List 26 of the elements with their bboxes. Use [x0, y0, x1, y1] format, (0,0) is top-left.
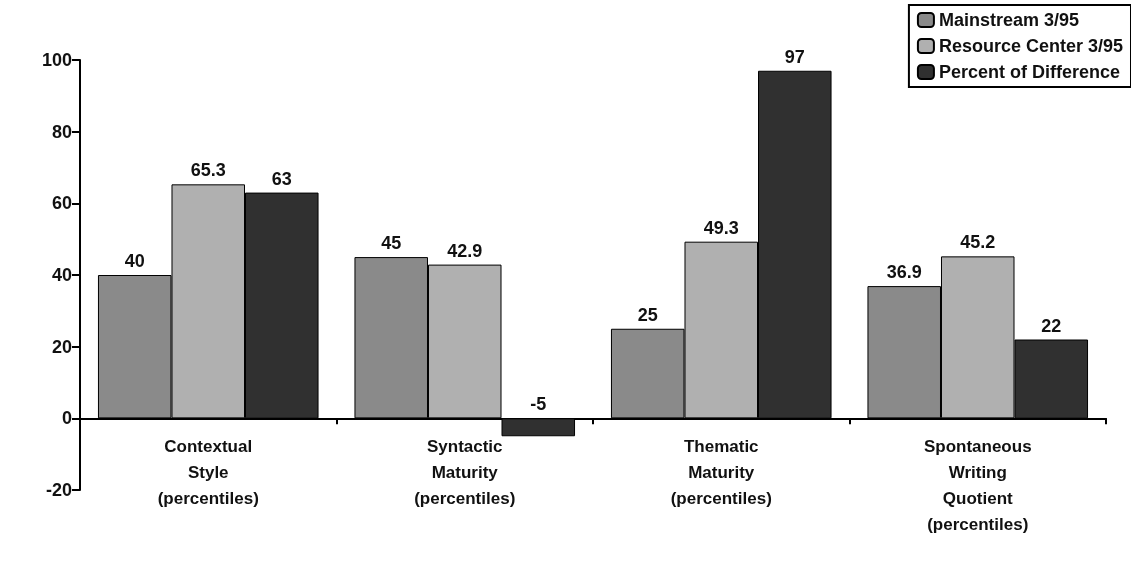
data-label: 63	[271, 168, 292, 189]
legend-label: Percent of Difference	[938, 62, 1120, 82]
data-label: 22	[1041, 315, 1062, 336]
legend-label: Resource Center 3/95	[938, 36, 1124, 56]
x-tick-label: Syntactic Maturity (percentiles)	[414, 436, 516, 508]
data-label: 45.2	[960, 232, 996, 253]
y-tick-label: 20	[51, 336, 72, 357]
y-tick-label: 40	[51, 265, 72, 285]
data-label: -5	[530, 394, 547, 415]
x-tick-label: Spontaneous Writing Quotient (percentiles)	[923, 436, 1032, 534]
data-label: 49.3	[703, 217, 739, 238]
data-label: 97	[784, 46, 805, 67]
y-tick-label: -20	[45, 480, 72, 500]
data-label: 40	[124, 251, 145, 271]
legend-label: Mainstream 3/95	[938, 10, 1079, 30]
data-label: 65.3	[190, 160, 226, 181]
data-label: 25	[637, 304, 658, 325]
data-label: 42.9	[447, 240, 483, 261]
y-tick-label: 80	[51, 121, 72, 142]
y-tick-label: 100	[41, 50, 72, 70]
x-tick-label: Contextual Style (percentiles)	[157, 436, 259, 508]
data-label: 36.9	[886, 262, 922, 283]
x-tick-label: Thematic Maturity (percentiles)	[670, 436, 772, 508]
data-label: 45	[381, 233, 402, 254]
y-tick-label: 0	[61, 408, 72, 429]
y-tick-label: 60	[51, 193, 72, 214]
